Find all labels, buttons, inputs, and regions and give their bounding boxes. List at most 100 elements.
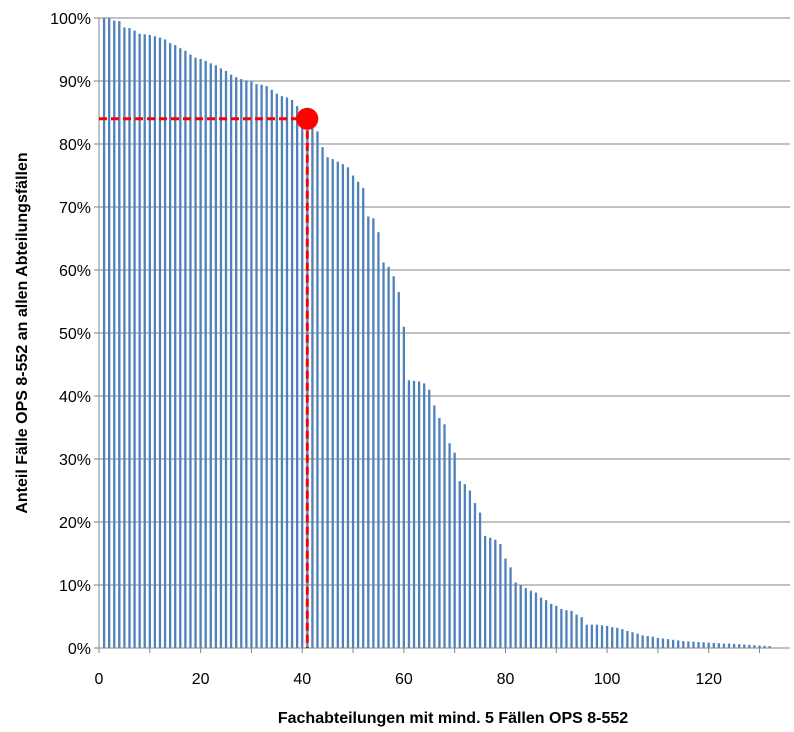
- bar-83: [519, 585, 522, 648]
- bar-4: [118, 21, 121, 648]
- bar-110: [656, 637, 660, 648]
- bar-70: [453, 452, 456, 648]
- bar-32: [260, 84, 263, 648]
- bar-97: [590, 624, 593, 648]
- y-tick-label-3: 30%: [59, 452, 91, 469]
- bar-88: [544, 600, 548, 648]
- bar-65: [428, 389, 431, 648]
- bar-25: [224, 70, 228, 649]
- bar-104: [626, 630, 629, 648]
- bar-42: [311, 118, 314, 649]
- bar-46: [331, 159, 334, 648]
- bar-29: [245, 80, 248, 649]
- x-tick-label-3: 60: [395, 671, 413, 688]
- bar-107: [641, 635, 644, 648]
- x-tick-label-0: 0: [95, 671, 104, 688]
- bar-122: [717, 643, 721, 648]
- bar-101: [611, 627, 614, 648]
- bar-118: [697, 642, 700, 648]
- bar-1: [102, 18, 106, 648]
- bar-125: [732, 643, 736, 648]
- bar-124: [727, 643, 731, 648]
- bar-123: [722, 643, 726, 648]
- x-tick-label-5: 100: [594, 671, 621, 688]
- bar-30: [250, 81, 253, 648]
- bar-96: [585, 624, 588, 648]
- bar-84: [524, 588, 527, 648]
- bar-87: [539, 597, 543, 648]
- bar-94: [575, 614, 578, 648]
- bar-112: [666, 639, 670, 648]
- y-tick-label-0: 0%: [68, 641, 91, 658]
- bar-28: [240, 79, 243, 649]
- bar-57: [387, 266, 390, 648]
- bar-10: [148, 35, 151, 648]
- y-tick-label-4: 40%: [59, 389, 91, 406]
- bar-27: [235, 77, 238, 649]
- bar-115: [682, 641, 685, 648]
- y-tick-label-8: 80%: [59, 137, 91, 154]
- bar-9: [143, 34, 146, 648]
- marker-point: [296, 107, 319, 130]
- bar-5: [123, 27, 126, 648]
- bar-120: [707, 642, 710, 648]
- bar-48: [341, 164, 345, 648]
- bar-58: [392, 276, 395, 648]
- bar-79: [499, 544, 502, 648]
- bar-121: [712, 642, 715, 648]
- bar-90: [555, 605, 558, 648]
- bar-35: [275, 93, 278, 649]
- bar-41: [306, 113, 309, 648]
- bar-55: [377, 232, 380, 648]
- x-tick-label-2: 40: [293, 671, 311, 688]
- bar-15: [174, 45, 177, 648]
- bar-7: [133, 30, 136, 649]
- bar-51: [356, 181, 360, 649]
- bar-series: [102, 18, 771, 649]
- bar-129: [753, 645, 756, 648]
- bar-40: [301, 109, 304, 649]
- bar-71: [458, 481, 461, 648]
- bar-73: [468, 490, 472, 648]
- bar-132: [768, 646, 771, 648]
- bar-43: [316, 131, 319, 648]
- bar-131: [763, 645, 766, 648]
- bar-16: [179, 48, 182, 649]
- bar-77: [489, 537, 492, 648]
- bar-76: [483, 535, 487, 648]
- bar-45: [326, 157, 329, 649]
- bar-89: [550, 603, 553, 648]
- bar-13: [163, 39, 167, 649]
- bar-56: [382, 262, 385, 648]
- y-axis-label: Anteil Fälle OPS 8-552 an allen Abteilun…: [14, 152, 31, 513]
- bar-126: [738, 644, 741, 648]
- bar-113: [671, 639, 675, 648]
- y-tick-label-5: 50%: [59, 326, 91, 343]
- bar-127: [743, 644, 746, 648]
- bar-66: [433, 405, 436, 648]
- bar-54: [372, 218, 375, 648]
- bar-12: [158, 37, 162, 648]
- bar-39: [296, 106, 299, 648]
- y-tick-label-9: 90%: [59, 74, 91, 91]
- bar-109: [651, 636, 654, 648]
- bar-81: [509, 567, 512, 648]
- bar-116: [687, 641, 690, 648]
- bar-68: [443, 424, 446, 648]
- y-tick-label-1: 10%: [59, 578, 91, 595]
- bar-106: [636, 633, 639, 648]
- bar-34: [270, 89, 273, 648]
- bar-100: [605, 625, 609, 648]
- y-tick-label-10: 100%: [50, 11, 91, 28]
- bar-63: [417, 381, 421, 648]
- bar-61: [407, 380, 411, 648]
- bar-60: [402, 326, 406, 648]
- bar-103: [621, 629, 624, 648]
- bar-17: [184, 50, 187, 648]
- bar-47: [336, 161, 339, 648]
- bar-49: [346, 167, 350, 648]
- bar-37: [285, 97, 289, 648]
- bar-11: [153, 36, 157, 648]
- bar-26: [229, 74, 233, 648]
- bar-19: [194, 57, 197, 648]
